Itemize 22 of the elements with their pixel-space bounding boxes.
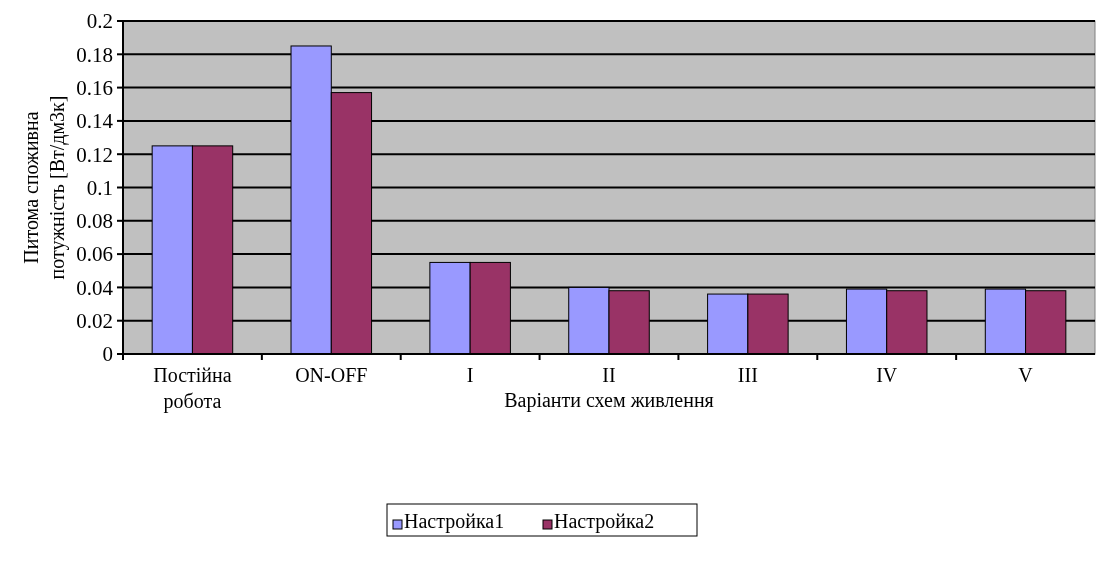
x-tick-label: II — [602, 364, 616, 386]
y-tick-label: 0.02 — [76, 309, 113, 334]
y-tick-label: 0.12 — [76, 142, 113, 167]
y-tick-label: 0.1 — [86, 175, 113, 200]
x-tick-label: Постійна робота — [153, 364, 232, 413]
x-tick-label: ON-OFF — [295, 364, 368, 386]
y-tick-label: 0 — [102, 342, 113, 367]
legend-label: Настройка2 — [554, 510, 655, 533]
y-tick-label: 0.06 — [76, 242, 113, 267]
y-tick-label: 0.2 — [86, 9, 113, 34]
y-tick-label: 0.14 — [76, 109, 114, 134]
y-tick-label: 0.18 — [76, 42, 113, 67]
legend-label: Настройка1 — [404, 510, 505, 533]
x-tick-label: IV — [876, 364, 898, 386]
y-axis-title: Питома споживна потужність [Вт/дм3к] — [20, 95, 69, 280]
x-tick-label: I — [466, 364, 474, 386]
x-tick-label: III — [737, 364, 758, 386]
y-tick-label: 0.08 — [76, 209, 113, 234]
x-axis-title: Варіанти схем живлення — [504, 389, 714, 412]
y-tick-label: 0.04 — [76, 275, 114, 300]
y-tick-label: 0.16 — [76, 75, 113, 100]
x-tick-label: V — [1018, 364, 1034, 386]
